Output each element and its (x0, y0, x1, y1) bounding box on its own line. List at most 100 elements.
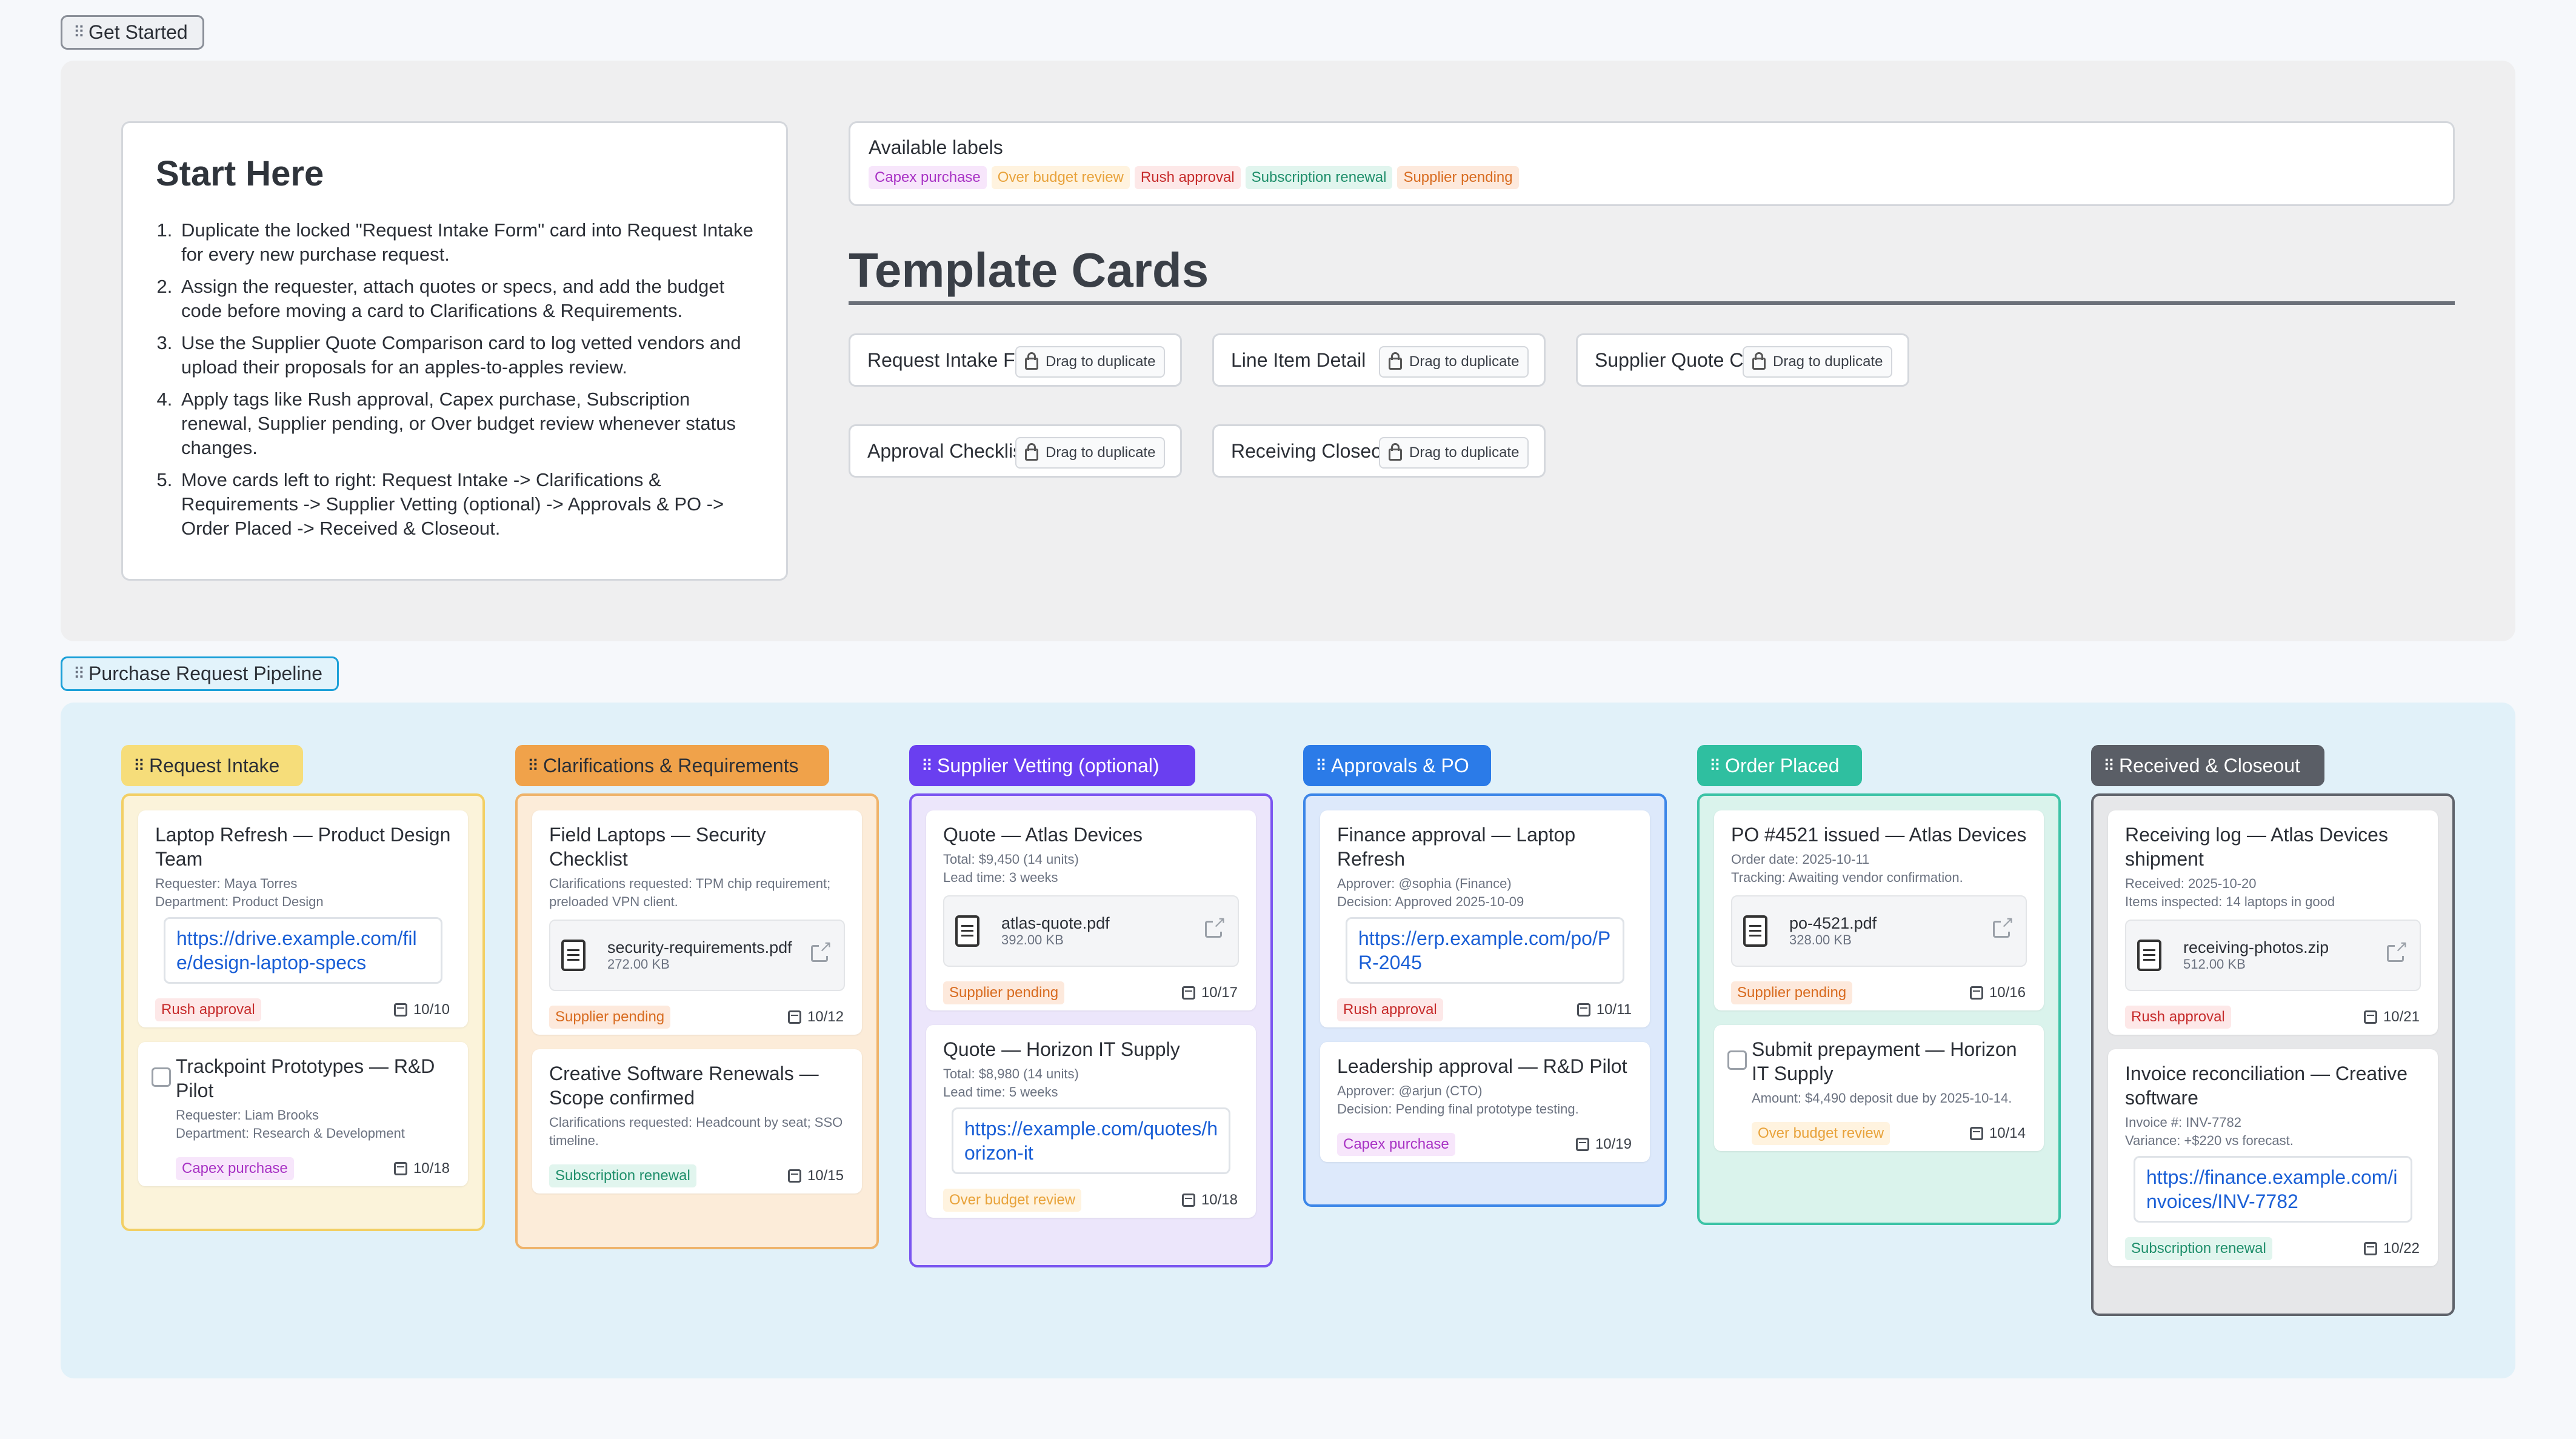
label-tag[interactable]: Over budget review (991, 166, 1130, 189)
drag-label: Drag to duplicate (1409, 353, 1520, 370)
task-checkbox[interactable] (1727, 1050, 1747, 1070)
label-tag[interactable]: Supplier pending (943, 981, 1065, 1004)
label-tag[interactable]: Rush approval (1337, 998, 1443, 1021)
card-footer: Rush approval 10/10 (155, 992, 451, 1027)
label-tag[interactable]: Over budget review (943, 1189, 1082, 1212)
template-card[interactable]: Request Intake Form Drag to duplicate (849, 333, 1182, 387)
due-date[interactable]: 10/15 (787, 1166, 845, 1186)
open-external-icon[interactable] (811, 937, 832, 962)
file-attachment[interactable]: atlas-quote.pdf 392.00 KB (943, 895, 1239, 967)
open-external-icon[interactable] (1205, 913, 1226, 938)
due-date[interactable]: 10/17 (1181, 983, 1239, 1003)
file-name: receiving-photos.zip (2183, 938, 2329, 957)
file-attachment[interactable]: receiving-photos.zip 512.00 KB (2125, 920, 2421, 991)
card-title: Trackpoint Prototypes — R&D Pilot (176, 1055, 435, 1101)
task-checkbox[interactable] (152, 1067, 171, 1087)
label-tag[interactable]: Rush approval (155, 998, 261, 1021)
label-tag[interactable]: Over budget review (1752, 1122, 1890, 1145)
step-item: Move cards left to right: Request Intake… (178, 468, 753, 541)
task-card[interactable]: Trackpoint Prototypes — R&D Pilot Request… (138, 1042, 468, 1186)
label-tag[interactable]: Rush approval (2125, 1006, 2231, 1029)
frame-label-pipeline[interactable]: ⠿ Purchase Request Pipeline (61, 656, 339, 691)
task-card[interactable]: Invoice reconciliation — Creative softwa… (2108, 1049, 2438, 1266)
file-size: 392.00 KB (1001, 932, 1064, 947)
template-card[interactable]: Approval Checklist Drag to duplicate (849, 424, 1182, 478)
label-tag[interactable]: Rush approval (1134, 166, 1241, 189)
template-card-name: Receiving Closeout (1231, 439, 1383, 462)
task-card[interactable]: Laptop Refresh — Product Design Team Requ… (138, 810, 468, 1027)
open-external-icon[interactable] (2387, 937, 2408, 962)
label-tag[interactable]: Supplier pending (1397, 166, 1519, 189)
template-card[interactable]: Line Item Detail Drag to duplicate (1212, 333, 1546, 387)
due-date[interactable]: 10/11 (1576, 1000, 1633, 1020)
attachment-link[interactable]: https://example.com/quotes/horizon-it (952, 1107, 1230, 1174)
drag-to-duplicate-button[interactable]: Drag to duplicate (1015, 437, 1166, 469)
card-footer: Subscription renewal 10/15 (549, 1158, 845, 1194)
frame-label-get-started[interactable]: ⠿ Get Started (61, 15, 204, 50)
drag-to-duplicate-button[interactable]: Drag to duplicate (1379, 346, 1529, 378)
due-date[interactable]: 10/19 (1575, 1135, 1633, 1154)
file-info: atlas-quote.pdf 392.00 KB (1001, 914, 1110, 948)
detail-line: Variance: +$220 vs forecast. (2125, 1133, 2294, 1148)
label-tag[interactable]: Subscription renewal (2125, 1237, 2272, 1260)
drag-handle-icon: ⠿ (133, 756, 145, 775)
template-card[interactable]: Supplier Quote Comparison Drag to duplica… (1576, 333, 1909, 387)
column-header[interactable]: ⠿ Supplier Vetting (optional) (909, 745, 1195, 786)
due-date-text: 10/14 (1989, 1125, 2026, 1141)
due-date[interactable]: 10/18 (1181, 1190, 1239, 1210)
calendar-icon (393, 1003, 407, 1017)
calendar-icon (1181, 1194, 1195, 1207)
detail-line: Clarifications requested: TPM chip requi… (549, 876, 831, 909)
due-date-text: 10/16 (1989, 984, 2026, 1001)
detail-line: Requester: Liam Brooks (176, 1107, 319, 1123)
task-card[interactable]: Quote — Atlas Devices Total: $9,450 (14 u… (926, 810, 1256, 1010)
due-date[interactable]: 10/21 (2363, 1007, 2421, 1027)
due-date[interactable]: 10/22 (2363, 1239, 2421, 1258)
card-details: Clarifications requested: TPM chip requi… (549, 875, 845, 911)
card-details: Approver: @sophia (Finance) Decision: App… (1337, 875, 1633, 911)
label-tag[interactable]: Capex purchase (176, 1157, 294, 1180)
label-tag[interactable]: Supplier pending (1731, 981, 1853, 1004)
file-name: po-4521.pdf (1789, 914, 1877, 932)
attachment-link[interactable]: https://erp.example.com/po/PR-2045 (1346, 917, 1624, 984)
task-card[interactable]: PO #4521 issued — Atlas Devices Order dat… (1714, 810, 2044, 1010)
start-here-card[interactable]: Start Here Duplicate the locked "Request… (121, 121, 788, 581)
task-card[interactable]: Quote — Horizon IT Supply Total: $8,980 (… (926, 1025, 1256, 1218)
column-header[interactable]: ⠿ Order Placed (1697, 745, 1862, 786)
label-tag[interactable]: Capex purchase (1337, 1133, 1455, 1156)
card-details: Invoice #: INV-7782 Variance: +$220 vs fo… (2125, 1113, 2421, 1150)
drag-to-duplicate-button[interactable]: Drag to duplicate (1379, 437, 1529, 469)
attachment-link[interactable]: https://finance.example.com/invoices/INV… (2134, 1156, 2412, 1223)
card-title: PO #4521 issued — Atlas Devices (1731, 824, 2027, 846)
task-card[interactable]: Field Laptops — Security Checklist Clarif… (532, 810, 862, 1035)
drag-handle-icon: ⠿ (1709, 756, 1721, 775)
column-header[interactable]: ⠿ Approvals & PO (1303, 745, 1491, 786)
open-external-icon[interactable] (1993, 913, 2014, 938)
file-attachment[interactable]: security-requirements.pdf 272.00 KB (549, 920, 845, 991)
file-attachment[interactable]: po-4521.pdf 328.00 KB (1731, 895, 2027, 967)
due-date[interactable]: 10/16 (1969, 983, 2027, 1003)
due-date[interactable]: 10/18 (393, 1159, 451, 1178)
template-card[interactable]: Receiving Closeout Drag to duplicate (1212, 424, 1546, 478)
due-date[interactable]: 10/12 (787, 1007, 845, 1027)
attachment-link[interactable]: https://drive.example.com/file/design-la… (164, 917, 442, 984)
label-tag[interactable]: Capex purchase (869, 166, 987, 189)
task-card[interactable]: Creative Software Renewals — Scope confi… (532, 1049, 862, 1194)
card-footer: Rush approval 10/11 (1337, 992, 1633, 1027)
task-card[interactable]: Leadership approval — R&D Pilot Approver:… (1320, 1042, 1650, 1162)
label-tag[interactable]: Subscription renewal (1245, 166, 1393, 189)
drag-to-duplicate-button[interactable]: Drag to duplicate (1743, 346, 1893, 378)
card-title: Creative Software Renewals — Scope confi… (549, 1063, 819, 1109)
label-tag[interactable]: Supplier pending (549, 1006, 671, 1029)
label-tag[interactable]: Subscription renewal (549, 1164, 696, 1187)
task-card[interactable]: Finance approval — Laptop Refresh Approve… (1320, 810, 1650, 1027)
task-card[interactable]: Receiving log — Atlas Devices shipment Re… (2108, 810, 2438, 1035)
drag-handle-icon: ⠿ (2103, 756, 2115, 775)
task-card[interactable]: Submit prepayment — Horizon IT Supply Amo… (1714, 1025, 2044, 1151)
drag-to-duplicate-button[interactable]: Drag to duplicate (1015, 346, 1166, 378)
due-date[interactable]: 10/10 (393, 1000, 451, 1020)
due-date[interactable]: 10/14 (1969, 1124, 2027, 1143)
column-header[interactable]: ⠿ Request Intake (121, 745, 303, 786)
column-header[interactable]: ⠿ Clarifications & Requirements (515, 745, 829, 786)
column-header[interactable]: ⠿ Received & Closeout (2091, 745, 2324, 786)
